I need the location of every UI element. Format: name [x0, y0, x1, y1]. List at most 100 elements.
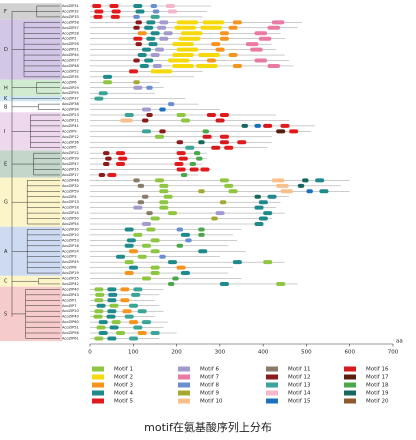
motif-box	[263, 260, 273, 265]
gene-name: AcoZIP54	[62, 222, 80, 226]
motif-box	[254, 31, 268, 36]
motif-box	[126, 238, 136, 243]
motif-box	[163, 194, 173, 199]
gene-name: AcoZIP29	[62, 86, 80, 90]
motif-box	[133, 58, 140, 63]
motif-box	[172, 63, 194, 68]
motif-box	[118, 156, 128, 161]
motif-box	[96, 325, 106, 330]
motif-box	[94, 287, 104, 292]
x-axis-label: aa	[396, 339, 403, 345]
motif-box	[133, 36, 143, 41]
gene-name: AcoZIP51	[62, 326, 79, 330]
legend-swatch	[266, 366, 278, 372]
motif-box	[232, 20, 242, 25]
legend-label: Motif 15	[288, 399, 311, 405]
motif-box	[122, 309, 132, 314]
legend-label: Motif 1	[114, 367, 133, 373]
motif-box	[133, 4, 143, 8]
motif-box	[102, 80, 113, 85]
clade-bands: F D HKB I E G A C S	[0, 3, 62, 342]
motif-box	[250, 47, 263, 52]
motif-box	[141, 222, 152, 226]
gene-name: AcoZIP24	[62, 249, 80, 253]
motif-box	[146, 85, 153, 90]
clade-label: A	[4, 249, 8, 255]
motif-box	[137, 183, 145, 188]
motif-box	[159, 20, 169, 25]
motif-box	[146, 211, 153, 216]
motif-box	[131, 292, 141, 297]
motif-box	[150, 14, 160, 19]
clade-label: K	[4, 96, 8, 102]
gene-rows: AcoZIP31AcoZIP32AcoZIP33AcoZIP58AcoZIP57…	[62, 4, 350, 341]
legend-swatch	[344, 382, 356, 388]
motif-box	[124, 314, 134, 319]
motif-box	[102, 74, 113, 79]
motif-box	[219, 200, 227, 205]
motif-box	[108, 292, 118, 297]
motif-box	[202, 20, 225, 25]
motif-box	[254, 222, 264, 226]
gene-name: AcoZIP46	[62, 178, 80, 182]
motif-box	[315, 178, 325, 183]
motif-box	[137, 331, 147, 335]
legend-swatch	[92, 398, 104, 404]
motif-box	[215, 47, 225, 52]
motif-box	[228, 25, 238, 30]
gene-name: AcoZIP7	[62, 304, 77, 308]
motif-box	[206, 58, 216, 63]
motif-box	[198, 53, 220, 58]
legend-swatch	[266, 374, 278, 380]
motif-box	[95, 292, 105, 297]
legend-label: Motif 13	[288, 383, 311, 389]
motif-box	[133, 25, 140, 30]
legend-swatch	[344, 390, 356, 396]
motif-box	[193, 151, 201, 156]
gene-name: AcoZIP17	[62, 173, 79, 177]
motif-box	[137, 53, 147, 58]
x-tick-label: 300	[215, 350, 226, 356]
legend-swatch	[92, 366, 104, 372]
legend-swatch	[266, 398, 278, 404]
gene-name: AcoZIP49	[62, 315, 80, 319]
motif-box	[254, 123, 261, 128]
motif-box	[141, 118, 149, 123]
motif-box	[150, 238, 160, 243]
gene-name: AcoZIP41	[62, 124, 79, 128]
motif-box	[107, 287, 117, 292]
gene-name: AcoZIP8	[62, 266, 77, 270]
gene-name: AcoZIP5	[62, 146, 77, 150]
gene-name: AcoZIP6	[62, 80, 77, 84]
motif-box	[306, 189, 313, 194]
motif-box	[258, 200, 268, 205]
clade-label: H	[4, 85, 8, 91]
legend-label: Motif 9	[200, 391, 219, 397]
motif-box	[141, 276, 152, 281]
motif-box	[133, 85, 143, 90]
motif-box	[219, 31, 229, 36]
gene-name: AcoZIP43	[62, 293, 79, 297]
gene-name: AcoZIP1	[62, 298, 77, 302]
legend-label: Motif 5	[114, 399, 133, 405]
gene-name: AcoZIP56	[62, 331, 80, 335]
gene-name: AcoZIP34	[62, 108, 80, 112]
motif-box	[124, 271, 134, 276]
motif-box	[228, 53, 238, 58]
motif-box	[107, 172, 117, 177]
motif-box	[176, 20, 199, 25]
motif-box	[128, 303, 139, 308]
legend-label: Motif 4	[114, 391, 133, 397]
motif-box	[109, 4, 119, 8]
motif-box	[133, 178, 140, 183]
motif-box	[206, 113, 216, 117]
motif-box	[148, 42, 158, 47]
legend-label: Motif 7	[200, 375, 219, 381]
gene-name: AcoZIP14	[62, 211, 80, 215]
motif-box	[167, 58, 190, 63]
motif-box	[115, 151, 126, 156]
legend-label: Motif 12	[288, 375, 310, 381]
motif-box	[176, 265, 186, 270]
motif-box	[219, 140, 229, 145]
motif-box	[159, 183, 169, 188]
